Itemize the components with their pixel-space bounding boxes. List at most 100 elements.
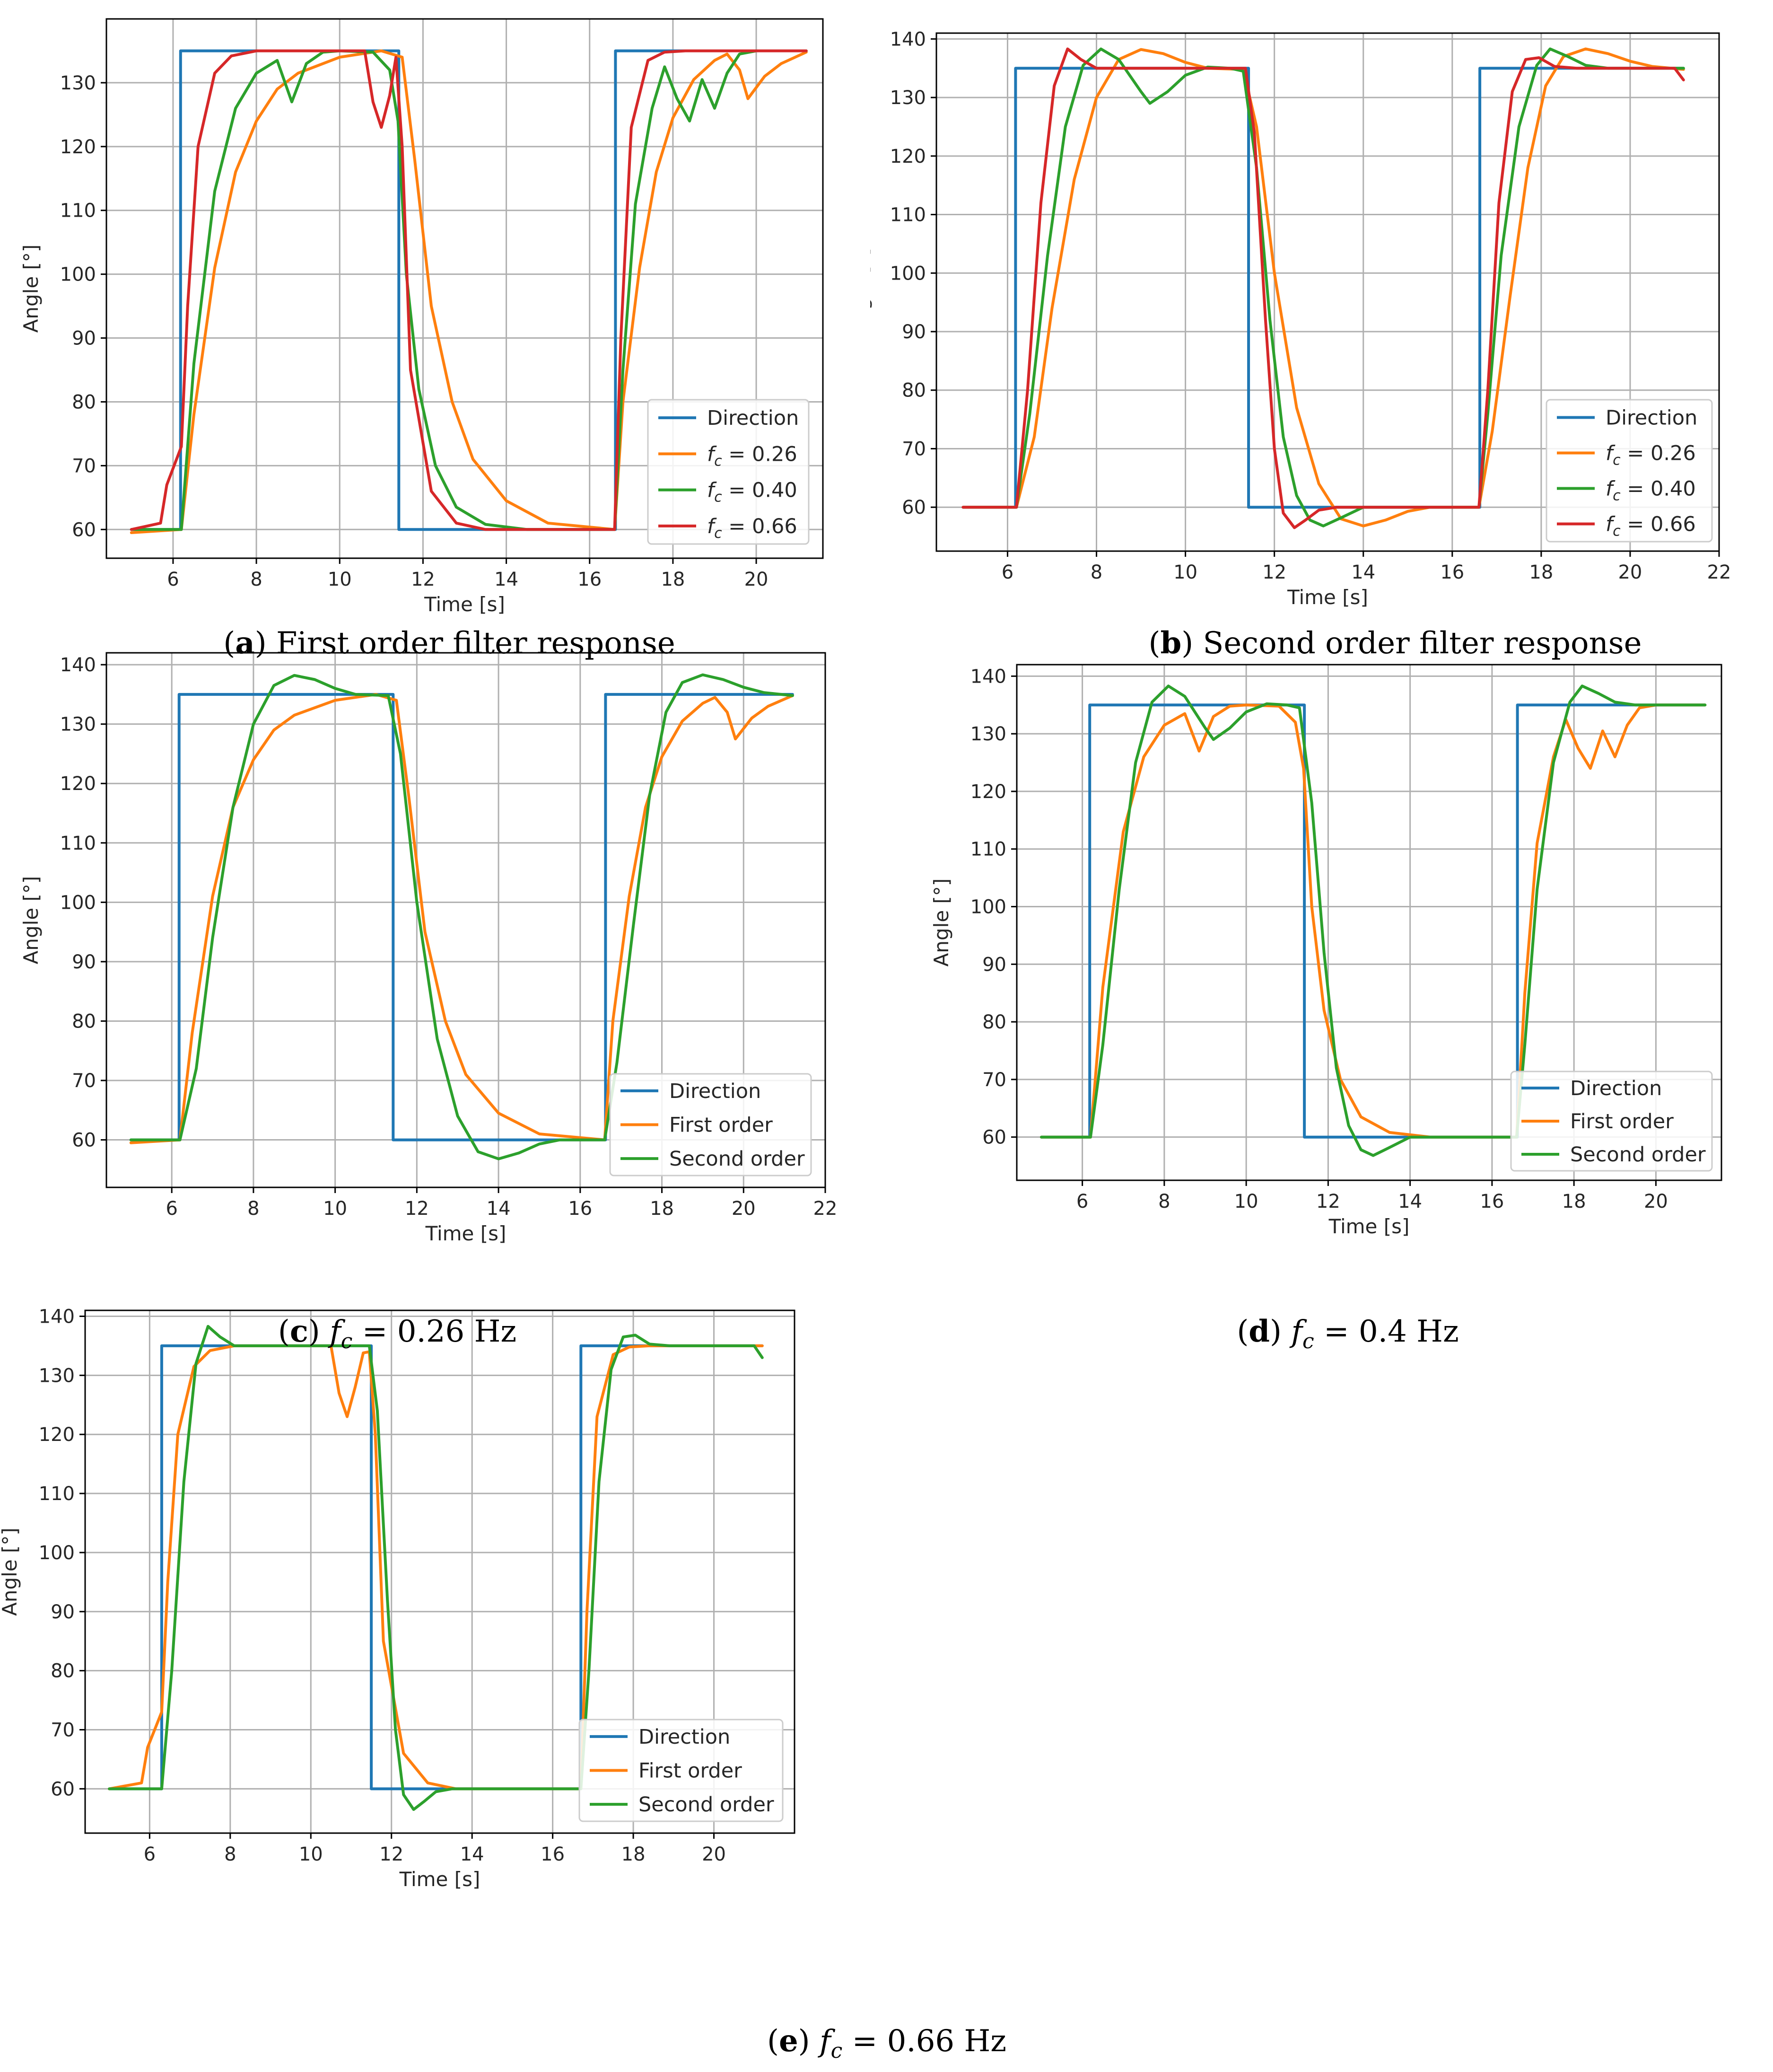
x-tick-label: 16 xyxy=(568,1198,592,1220)
caption-d: (d) fc = 0.4 Hz xyxy=(1237,1314,1459,1353)
x-axis-label: Time [s] xyxy=(425,1222,507,1245)
series-line-direction xyxy=(1040,703,1707,1139)
y-tick-label: 130 xyxy=(60,72,96,94)
x-tick-label: 6 xyxy=(167,569,179,590)
x-tick-label: 20 xyxy=(1644,1191,1668,1212)
x-tick-label: 10 xyxy=(323,1198,347,1220)
y-tick-label: 140 xyxy=(890,28,926,50)
y-tick-label: 70 xyxy=(902,438,926,460)
series-line-second-order xyxy=(1040,685,1707,1157)
chart-e: 6 8 10 12 14 16 18 20 60 70 80 90 100 110 120 130 140 Tim… xyxy=(0,1306,795,1891)
y-tick-label: 70 xyxy=(72,1070,96,1092)
x-tick-label: 18 xyxy=(1529,562,1553,583)
series-line-direction xyxy=(129,693,794,1141)
y-tick-label: 90 xyxy=(72,951,96,973)
chart-b: 6 8 10 12 14 16 18 20 22 60 70 80 90 100 110 120 130 140 T… xyxy=(849,28,1731,609)
legend-label: fc = 0.40 xyxy=(1606,477,1696,504)
y-tick-label: 90 xyxy=(982,954,1006,975)
x-tick-label: 10 xyxy=(1234,1191,1258,1212)
y-tick-label: 60 xyxy=(902,497,926,518)
chart-a: 6 8 10 12 14 16 18 20 60 70 80 90 100 110 120 130 Time [… xyxy=(19,18,824,616)
legend-label: Direction xyxy=(1570,1077,1662,1100)
x-axis-label: Time [s] xyxy=(1287,586,1368,609)
x-tick-label: 12 xyxy=(411,569,435,590)
x-tick-label: 20 xyxy=(732,1198,756,1220)
y-tick-label: 90 xyxy=(902,321,926,343)
x-tick-label: 8 xyxy=(224,1844,236,1865)
y-tick-label: 80 xyxy=(902,380,926,402)
x-tick-label: 18 xyxy=(621,1844,646,1865)
x-tick-label: 16 xyxy=(541,1844,565,1865)
x-tick-label: 20 xyxy=(702,1844,726,1865)
legend-label: First order xyxy=(638,1759,742,1783)
legend-label: Second order xyxy=(1570,1143,1706,1167)
x-tick-label: 16 xyxy=(577,569,602,590)
y-tick-label: 130 xyxy=(970,723,1006,745)
y-tick-label: 140 xyxy=(39,1306,75,1327)
y-tick-label: 70 xyxy=(72,455,96,477)
y-tick-label: 70 xyxy=(982,1069,1006,1091)
x-tick-label: 10 xyxy=(299,1844,323,1865)
series-line-second-order xyxy=(129,673,794,1160)
plot-frame xyxy=(105,652,826,1188)
y-tick-label: 110 xyxy=(970,839,1006,860)
series-line-second-order xyxy=(108,1325,764,1811)
y-axis-label: Angle [°] xyxy=(870,248,873,336)
caption-e: (e) fc = 0.66 Hz xyxy=(767,2023,1007,2063)
y-tick-label: 120 xyxy=(60,773,96,795)
chart-c: 6 8 10 12 14 16 18 20 22 60 70 80 90 100 110 120 130 140 T… xyxy=(19,652,838,1245)
y-tick-label: 80 xyxy=(72,391,96,413)
y-tick-label: 100 xyxy=(39,1542,75,1564)
y-tick-label: 60 xyxy=(51,1778,75,1800)
series-line-f-c-0-66 xyxy=(961,47,1685,529)
x-tick-label: 12 xyxy=(379,1844,403,1865)
legend-label: fc = 0.26 xyxy=(707,442,797,469)
y-tick-label: 70 xyxy=(51,1719,75,1741)
plot-frame xyxy=(1016,664,1722,1181)
legend-label: fc = 0.66 xyxy=(707,515,797,542)
y-tick-label: 100 xyxy=(890,263,926,284)
legend-label: Direction xyxy=(669,1080,761,1103)
x-tick-label: 12 xyxy=(405,1198,429,1220)
x-tick-label: 14 xyxy=(460,1844,484,1865)
chart-d: 6 8 10 12 14 16 18 20 60 70 80 90 100 110 120 130 140 Tim… xyxy=(930,664,1722,1238)
legend: Direction First order Second order xyxy=(609,1073,812,1176)
legend-label: Direction xyxy=(638,1725,730,1749)
x-tick-label: 12 xyxy=(1262,562,1286,583)
legend: Direction First order Second order xyxy=(1510,1071,1713,1172)
x-axis-label: Time [s] xyxy=(399,1868,480,1891)
caption-a: (a) First order filter response xyxy=(223,625,675,661)
series-line-first-order xyxy=(129,693,794,1144)
y-axis-label: Angle [°] xyxy=(19,245,43,333)
y-axis-label: Angle [°] xyxy=(0,1528,21,1616)
y-tick-label: 100 xyxy=(60,892,96,913)
y-tick-label: 120 xyxy=(60,136,96,158)
y-tick-label: 90 xyxy=(72,328,96,350)
x-axis-label: Time [s] xyxy=(1328,1215,1410,1238)
y-tick-label: 60 xyxy=(72,519,96,541)
x-tick-label: 14 xyxy=(487,1198,511,1220)
x-tick-label: 22 xyxy=(813,1198,838,1220)
legend-label: Direction xyxy=(707,406,799,430)
legend-label: fc = 0.26 xyxy=(1606,442,1696,469)
x-tick-label: 6 xyxy=(1002,562,1013,583)
x-tick-label: 6 xyxy=(166,1198,177,1220)
y-tick-label: 110 xyxy=(60,833,96,854)
y-tick-label: 130 xyxy=(890,87,926,109)
x-tick-label: 20 xyxy=(1618,562,1642,583)
x-tick-label: 14 xyxy=(494,569,518,590)
y-tick-label: 60 xyxy=(982,1127,1006,1149)
x-tick-label: 18 xyxy=(650,1198,674,1220)
x-tick-label: 18 xyxy=(1562,1191,1586,1212)
y-tick-label: 140 xyxy=(970,666,1006,687)
x-tick-label: 16 xyxy=(1440,562,1464,583)
series-line-direction xyxy=(961,67,1685,509)
y-tick-label: 100 xyxy=(60,264,96,286)
y-tick-label: 120 xyxy=(970,781,1006,803)
plot-frame xyxy=(84,1309,795,1834)
x-tick-label: 16 xyxy=(1480,1191,1504,1212)
plot-frame xyxy=(105,18,824,559)
series-line-f-c-0-26 xyxy=(961,47,1685,527)
